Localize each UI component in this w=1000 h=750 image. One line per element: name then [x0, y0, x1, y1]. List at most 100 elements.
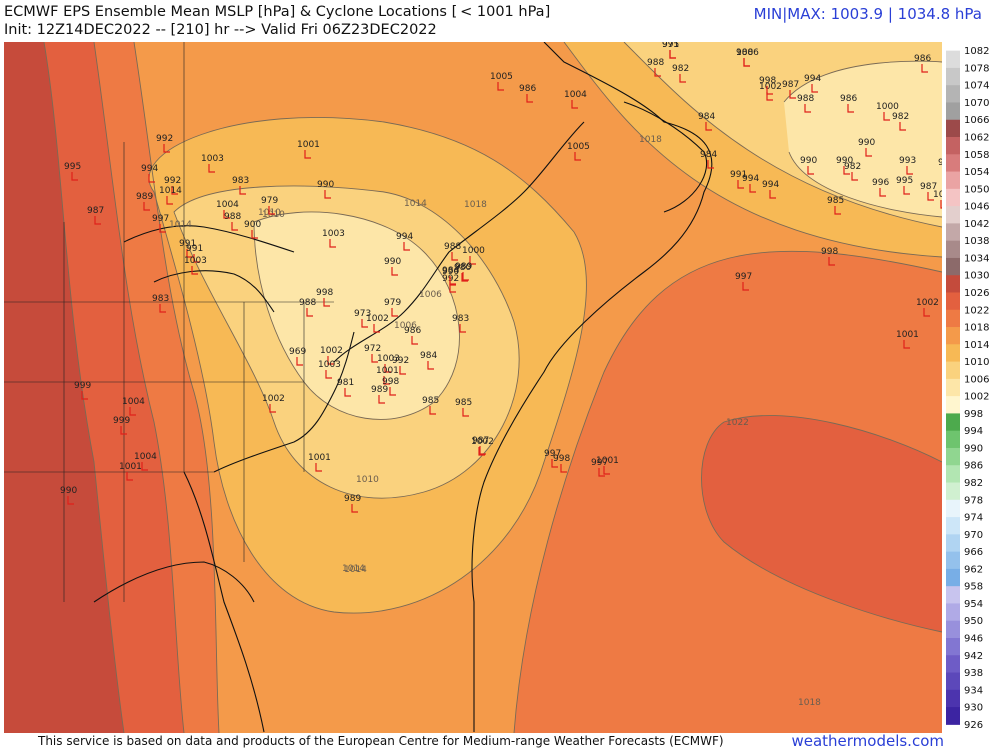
- cyclone-marker: 1002: [320, 346, 343, 365]
- low-pressure-marker-icon: [251, 230, 258, 239]
- cyclone-pressure-label: 1003: [933, 190, 942, 200]
- low-pressure-marker-icon: [462, 408, 469, 417]
- isobar-label: 1014: [169, 220, 192, 230]
- legend-level-label: 930: [964, 703, 983, 714]
- brand-link[interactable]: weathermodels.com: [791, 732, 944, 750]
- legend-level-label: 974: [964, 513, 983, 524]
- cyclone-marker: 988: [299, 298, 316, 317]
- cyclone-marker: 991: [730, 170, 747, 189]
- cyclone-marker: 971: [662, 42, 679, 59]
- isobar-label: 1014: [344, 565, 367, 575]
- legend-swatch: [946, 689, 960, 708]
- legend-level-label: 1014: [964, 340, 989, 351]
- cyclone-marker: 1005: [567, 142, 590, 161]
- low-pressure-marker-icon: [186, 249, 193, 258]
- cyclone-marker: 973: [354, 309, 371, 328]
- north-atlantic-1006: [784, 61, 942, 218]
- cyclone-pressure-label: 1001: [119, 462, 142, 472]
- low-pressure-marker-icon: [449, 277, 456, 286]
- cyclone-marker: 988: [444, 242, 461, 261]
- legend-swatch: [946, 551, 960, 570]
- cyclone-marker: 1003: [377, 354, 400, 373]
- low-pressure-marker-icon: [903, 186, 910, 195]
- cyclone-pressure-label: 1003: [322, 229, 345, 239]
- cyclone-pressure-label: 1001: [596, 456, 619, 466]
- cyclone-pressure-label: 987: [87, 206, 104, 216]
- low-pressure-marker-icon: [141, 462, 148, 471]
- cyclone-pressure-label: 1003: [201, 154, 224, 164]
- legend-level-label: 1030: [964, 271, 989, 282]
- low-pressure-marker-icon: [171, 186, 178, 195]
- low-pressure-marker-icon: [921, 64, 928, 73]
- cyclone-pressure-label: 986: [840, 94, 857, 104]
- cyclone-marker: 1001: [297, 140, 320, 159]
- legend-swatch: [946, 206, 960, 224]
- cyclone-pressure-label: 1004: [564, 90, 587, 100]
- cyclone-marker: 972: [364, 344, 381, 363]
- cyclone-pressure-label: 999: [74, 381, 91, 391]
- isobar-label: 1018: [798, 698, 821, 708]
- low-pressure-marker-icon: [327, 356, 334, 365]
- low-pressure-marker-icon: [383, 376, 390, 385]
- legend-swatch: [946, 154, 960, 173]
- cyclone-marker: 1001: [896, 330, 919, 349]
- isobar-label: 1014: [404, 199, 427, 209]
- legend-level-label: 1058: [964, 150, 989, 161]
- low-pressure-marker-icon: [166, 196, 173, 205]
- low-pressure-marker-icon: [923, 308, 930, 317]
- low-pressure-marker-icon: [828, 257, 835, 266]
- cyclone-marker: 1001: [596, 456, 619, 475]
- pressure-band-1006: [254, 212, 460, 420]
- cyclone-marker: 989: [344, 494, 361, 513]
- cyclone-marker: 998: [821, 247, 838, 266]
- cyclone-pressure-label: 991: [730, 170, 747, 180]
- cyclone-marker: 987: [782, 80, 799, 99]
- cyclone-pressure-label: 994: [804, 74, 821, 84]
- low-pressure-marker-icon: [707, 160, 714, 169]
- low-pressure-marker-icon: [143, 202, 150, 211]
- cyclone-pressure-label: 1005: [567, 142, 590, 152]
- legend-level-label: 1034: [964, 253, 989, 264]
- low-pressure-marker-icon: [669, 50, 676, 59]
- low-pressure-marker-icon: [469, 256, 476, 265]
- legend-swatch: [946, 102, 960, 121]
- legend-swatch: [946, 137, 960, 155]
- legend-swatch: [946, 257, 960, 276]
- legend-swatch: [946, 482, 960, 501]
- low-pressure-marker-icon: [834, 206, 841, 215]
- low-pressure-marker-icon: [391, 308, 398, 317]
- cyclone-marker: 994: [804, 74, 821, 93]
- cyclone-pressure-label: 990: [317, 180, 334, 190]
- low-pressure-marker-icon: [705, 122, 712, 131]
- cyclone-pressure-label: 988: [736, 48, 753, 58]
- low-pressure-marker-icon: [598, 468, 605, 477]
- isobar-label: 1018: [464, 200, 487, 210]
- cyclone-marker: 989: [938, 158, 942, 168]
- low-pressure-marker-icon: [449, 284, 456, 293]
- cyclone-pressure-label: 990: [800, 156, 817, 166]
- low-pressure-marker-icon: [804, 104, 811, 113]
- cyclone-marker: 1005: [490, 72, 513, 91]
- legend-swatch: [946, 275, 960, 293]
- low-pressure-marker-icon: [315, 463, 322, 472]
- cyclone-pressure-label: 999: [113, 416, 130, 426]
- cyclone-marker: 1003: [184, 256, 207, 275]
- cyclone-marker: 994: [742, 174, 759, 193]
- low-pressure-marker-icon: [478, 447, 485, 456]
- low-pressure-marker-icon: [373, 324, 380, 333]
- cyclone-marker: 989: [371, 385, 388, 404]
- low-pressure-marker-icon: [351, 504, 358, 513]
- legend-level-label: 1022: [964, 305, 989, 316]
- cyclone-pressure-label: 1001: [308, 453, 331, 463]
- low-pressure-marker-icon: [749, 184, 756, 193]
- cyclone-pressure-label: 1014: [159, 186, 182, 196]
- legend-swatch: [946, 67, 960, 86]
- legend-level-label: 1074: [964, 81, 989, 92]
- legend-level-label: 978: [964, 495, 983, 506]
- cyclone-pressure-label: 985: [455, 398, 472, 408]
- cyclone-pressure-label: 994: [762, 180, 779, 190]
- low-pressure-marker-icon: [766, 86, 773, 95]
- cyclone-pressure-label: 990: [858, 138, 875, 148]
- cyclone-marker: 994: [141, 164, 158, 183]
- legend-labels: 1082 1078 1074 1070 1066 1062 1058 1054 1050 1046…: [964, 46, 989, 731]
